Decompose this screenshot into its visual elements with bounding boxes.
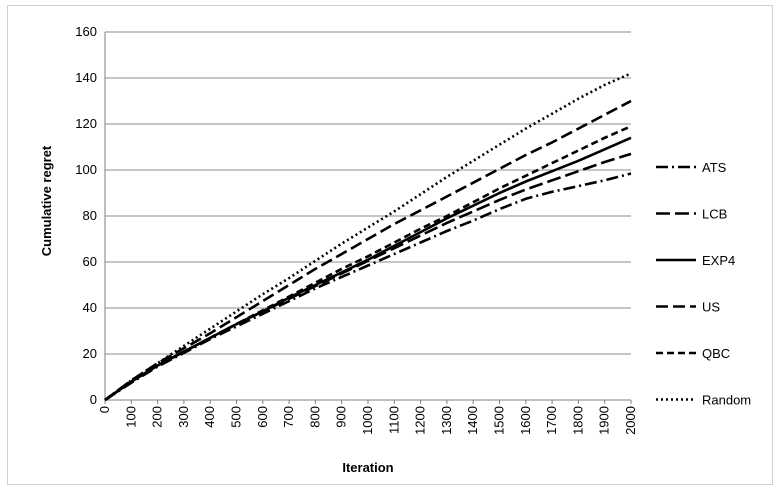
chart-area: 0 20 40 60 80 100 120 140 160 0 100 200 300 400 500 60… — [7, 5, 773, 485]
legend-item: LCB — [656, 207, 727, 222]
x-tick-label: 1000 — [360, 406, 375, 435]
x-tick-label: 500 — [229, 406, 244, 428]
legend-label: LCB — [702, 207, 727, 222]
y-tick-label: 140 — [75, 70, 97, 85]
y-tick-label: 20 — [83, 346, 97, 361]
y-tick-label: 100 — [75, 162, 97, 177]
series-line-qbc — [104, 125, 632, 402]
y-tick-label: 80 — [83, 208, 97, 223]
legend-label: QBC — [702, 346, 730, 361]
axes — [104, 32, 632, 404]
x-tick-label: 1100 — [386, 406, 401, 434]
series-lines — [104, 72, 632, 402]
y-tick-label: 120 — [75, 116, 97, 131]
legend: ATS LCB EXP4 US QBC Random — [656, 160, 751, 408]
x-tick-label: 400 — [202, 406, 217, 428]
legend-item: ATS — [656, 160, 727, 175]
x-tick-label: 1500 — [492, 406, 507, 435]
legend-label: US — [702, 300, 720, 315]
legend-item: EXP4 — [656, 253, 735, 268]
x-tick-label: 1400 — [465, 406, 480, 435]
y-axis-title: Cumulative regret — [39, 145, 54, 256]
x-tick-label: 1800 — [570, 406, 585, 435]
legend-item: QBC — [656, 346, 730, 361]
legend-label: ATS — [702, 160, 727, 175]
series-line-random — [104, 72, 632, 402]
series-line-ats — [104, 172, 632, 402]
legend-item: US — [656, 300, 720, 315]
x-tick-label: 2000 — [623, 406, 638, 435]
x-tick-label: 1900 — [597, 406, 612, 435]
legend-label: EXP4 — [702, 253, 735, 268]
x-tick-label: 800 — [307, 406, 322, 428]
x-tick-label: 100 — [123, 406, 138, 428]
x-tick-label: 700 — [281, 406, 296, 428]
y-tick-labels: 0 20 40 60 80 100 120 140 160 — [75, 24, 97, 407]
y-tick-label: 160 — [75, 24, 97, 39]
series-line-us — [104, 99, 632, 402]
x-tick-label: 600 — [255, 406, 270, 428]
y-tick-label: 40 — [83, 300, 97, 315]
x-tick-labels: 0 100 200 300 400 500 600 700 800 900 1000 1100 1200… — [97, 406, 638, 435]
y-tick-label: 0 — [90, 392, 97, 407]
x-tick-label: 0 — [97, 406, 112, 413]
x-tick-label: 1700 — [544, 406, 559, 435]
x-tick-label: 1200 — [413, 406, 428, 435]
x-tick-label: 900 — [334, 406, 349, 428]
legend-item: Random — [656, 393, 751, 408]
x-axis-title: Iteration — [342, 460, 393, 475]
x-tick-label: 1600 — [518, 406, 533, 435]
x-tick-label: 300 — [176, 406, 191, 428]
legend-label: Random — [702, 393, 751, 408]
y-tick-label: 60 — [83, 254, 97, 269]
x-tick-label: 1300 — [439, 406, 454, 435]
series-line-exp4 — [104, 136, 632, 402]
line-chart: 0 20 40 60 80 100 120 140 160 0 100 200 300 400 500 60… — [39, 24, 751, 475]
x-tick-label: 200 — [150, 406, 165, 428]
